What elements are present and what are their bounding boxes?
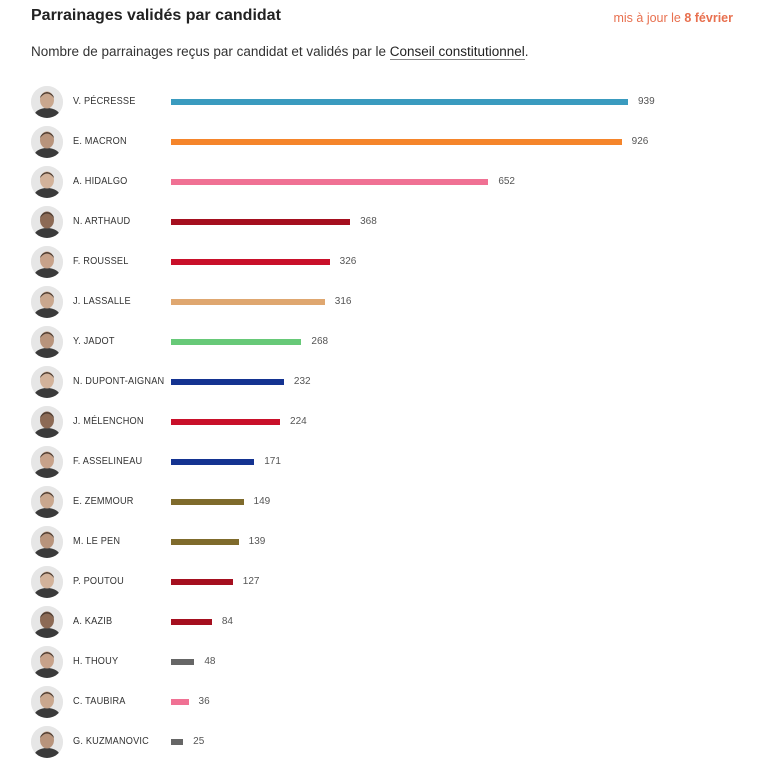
- category-label: Y. JADOT: [73, 336, 115, 347]
- bar: [171, 579, 233, 585]
- value-label: 326: [339, 256, 357, 267]
- bar: [171, 99, 628, 105]
- category-label: A. HIDALGO: [73, 176, 128, 187]
- update-prefix: mis à jour le: [613, 11, 685, 25]
- subtitle-text: Nombre de parrainages reçus par candidat…: [31, 44, 390, 59]
- bar: [171, 179, 489, 185]
- category-label: P. POUTOU: [73, 576, 124, 587]
- candidate-photo-icon: [31, 286, 63, 318]
- candidate-photo-icon: [31, 646, 63, 678]
- chart-row: J. LASSALLE 316: [0, 282, 767, 322]
- value-label: 368: [360, 216, 377, 227]
- candidate-photo-icon: [31, 366, 63, 398]
- category-label: F. ROUSSEL: [73, 256, 129, 267]
- bar: [171, 339, 302, 345]
- chart-row: A. KAZIB 84: [0, 602, 767, 642]
- category-label: C. TAUBIRA: [73, 696, 126, 707]
- candidate-photo-icon: [31, 486, 63, 518]
- bar: [171, 299, 325, 305]
- candidate-photo-icon: [31, 526, 63, 558]
- chart-row: V. PÉCRESSE 939: [0, 82, 767, 122]
- bar: [171, 739, 184, 745]
- chart-title: Parrainages validés par candidat: [31, 7, 281, 24]
- category-label: E. MACRON: [73, 136, 127, 147]
- candidate-photo-icon: [31, 166, 63, 198]
- category-label: N. ARTHAUD: [73, 216, 131, 227]
- candidate-photo-icon: [31, 566, 63, 598]
- category-label: F. ASSELINEAU: [73, 456, 143, 467]
- category-label: A. KAZIB: [73, 616, 113, 627]
- candidate-photo-icon: [31, 726, 63, 758]
- chart-row: F. ROUSSEL 326: [0, 242, 767, 282]
- candidate-photo-icon: [31, 206, 63, 238]
- bar: [171, 259, 330, 265]
- value-label: 224: [290, 416, 307, 427]
- candidate-photo-icon: [31, 446, 63, 478]
- category-label: J. LASSALLE: [73, 296, 131, 307]
- category-label: J. MÉLENCHON: [73, 416, 144, 427]
- chart-row: C. TAUBIRA 36: [0, 682, 767, 722]
- chart-row: G. KUZMANOVIC 25: [0, 722, 767, 762]
- chart-row: P. POUTOU 127: [0, 562, 767, 602]
- chart-row: M. LE PEN 139: [0, 522, 767, 562]
- value-label: 232: [293, 376, 311, 387]
- value-label: 36: [198, 696, 210, 707]
- candidate-photo-icon: [31, 406, 63, 438]
- value-label: 316: [334, 296, 352, 307]
- value-label: 127: [242, 576, 260, 587]
- bar: [171, 659, 195, 665]
- chart-row: E. ZEMMOUR 149: [0, 482, 767, 522]
- category-label: N. DUPONT-AIGNAN: [73, 376, 165, 387]
- chart-row: A. HIDALGO 652: [0, 162, 767, 202]
- bar: [171, 619, 212, 625]
- candidate-photo-icon: [31, 246, 63, 278]
- category-label: M. LE PEN: [73, 536, 121, 547]
- value-label: 84: [221, 616, 233, 627]
- value-label: 171: [264, 456, 281, 467]
- candidate-photo-icon: [31, 126, 63, 158]
- bar: [171, 419, 281, 425]
- subtitle-end: .: [524, 44, 529, 59]
- value-label: 139: [248, 536, 266, 547]
- bar: [171, 699, 189, 705]
- bar: [171, 499, 244, 505]
- category-label: H. THOUY: [73, 656, 119, 667]
- candidate-photo-icon: [31, 686, 63, 718]
- chart-row: H. THOUY 48: [0, 642, 767, 682]
- candidate-photo-icon: [31, 606, 63, 638]
- category-label: E. ZEMMOUR: [73, 496, 134, 507]
- candidate-photo-icon: [31, 326, 63, 358]
- bar: [171, 219, 351, 225]
- category-label: G. KUZMANOVIC: [73, 736, 150, 747]
- value-label: 939: [638, 96, 655, 107]
- value-label: 652: [498, 176, 515, 187]
- chart-row: Y. JADOT 268: [0, 322, 767, 362]
- chart-row: E. MACRON 926: [0, 122, 767, 162]
- value-label: 268: [311, 336, 329, 347]
- update-date: 8 février: [684, 11, 733, 25]
- conseil-constitutionnel-link[interactable]: Conseil constitutionnel: [389, 44, 525, 60]
- value-label: 25: [193, 736, 205, 747]
- value-label: 48: [204, 656, 216, 667]
- candidate-photo-icon: [31, 86, 63, 118]
- update-note: mis à jour le 8 février: [613, 11, 733, 25]
- bar: [171, 539, 239, 545]
- value-label: 926: [631, 136, 649, 147]
- chart-row: J. MÉLENCHON 224: [0, 402, 767, 442]
- chart-row: N. ARTHAUD 368: [0, 202, 767, 242]
- value-label: 149: [253, 496, 271, 507]
- chart-row: F. ASSELINEAU 171: [0, 442, 767, 482]
- bar: [171, 459, 255, 465]
- chart-subtitle: Nombre de parrainages reçus par candidat…: [31, 44, 529, 60]
- bar: [171, 379, 284, 385]
- chart-row: N. DUPONT-AIGNAN 232: [0, 362, 767, 402]
- category-label: V. PÉCRESSE: [73, 96, 136, 107]
- bar: [171, 139, 622, 145]
